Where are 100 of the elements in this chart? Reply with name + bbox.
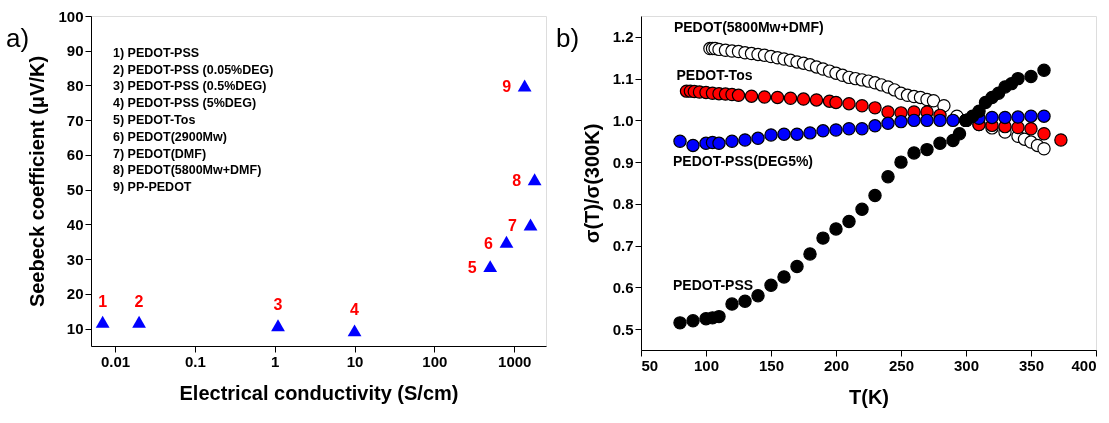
x-tick-label: 300 <box>953 356 980 374</box>
point <box>985 110 999 125</box>
point <box>926 94 941 108</box>
y-tick-label: 0.7 <box>612 237 634 255</box>
series-label: PEDOT-PSS(DEG5%) <box>673 153 814 170</box>
y-tick-label: 50 <box>66 181 84 199</box>
x-tick-label: 150 <box>758 356 785 374</box>
point <box>725 134 739 148</box>
point <box>829 123 843 137</box>
point <box>686 138 700 153</box>
point <box>881 116 895 131</box>
point <box>764 278 778 292</box>
x-tick-label: 250 <box>888 356 915 374</box>
point <box>881 105 895 119</box>
point <box>1011 110 1025 124</box>
point <box>1037 109 1051 123</box>
annotation: 8 <box>512 172 522 190</box>
annotation: 9 <box>502 78 512 96</box>
y-tick-label: 0.9 <box>612 153 634 171</box>
x-tick-label: 1000 <box>498 352 532 370</box>
point <box>855 122 869 136</box>
point <box>1024 109 1038 123</box>
point <box>751 131 765 146</box>
annotation: 9) PP-PEDOT <box>113 180 192 195</box>
annotation: 3 <box>273 296 283 314</box>
y-tick-label: 0.8 <box>612 195 634 213</box>
annotation: 7 <box>508 217 518 235</box>
point <box>1024 69 1038 84</box>
y-tick-label: 60 <box>66 146 84 164</box>
y-tick-label: 0.5 <box>612 320 634 338</box>
x-tick-label: 400 <box>1071 356 1097 374</box>
y-tick-label: 0.6 <box>612 278 634 296</box>
series-label: PEDOT(5800Mw+DMF) <box>673 18 824 35</box>
x-tick-label: 100 <box>693 356 720 374</box>
point <box>868 119 882 133</box>
point <box>933 113 947 128</box>
point <box>946 113 960 128</box>
point <box>777 127 791 141</box>
point <box>868 101 882 115</box>
point <box>855 99 869 113</box>
annotation: 2) PEDOT-PSS (0.05%DEG) <box>113 62 274 77</box>
point <box>712 136 726 151</box>
point <box>1024 122 1038 136</box>
point <box>790 259 804 274</box>
annotation: 1 <box>98 292 108 310</box>
annotation: 4) PEDOT-PSS (5%DEG) <box>113 96 257 111</box>
point <box>855 202 869 217</box>
point <box>816 231 830 245</box>
series-label: PEDOT-Tos <box>676 67 753 84</box>
annotation: 8) PEDOT(5800Mw+DMF) <box>113 163 262 178</box>
point <box>894 155 908 169</box>
point <box>712 309 726 324</box>
point <box>686 314 700 328</box>
y-tick-label: 20 <box>66 285 84 303</box>
annotation: 6 <box>484 234 494 252</box>
x-tick-label: 200 <box>823 356 850 374</box>
y-tick-label: 1.2 <box>612 28 634 46</box>
point <box>757 90 772 104</box>
annotation: 4 <box>350 301 360 319</box>
x-axis-title: T(K) <box>849 385 889 408</box>
x-tick-label: 0.1 <box>184 352 206 370</box>
point <box>796 92 811 106</box>
point <box>894 114 908 129</box>
point <box>972 104 986 118</box>
point <box>868 188 882 203</box>
y-tick-label: 30 <box>66 250 84 268</box>
point <box>751 289 765 303</box>
point <box>673 316 687 330</box>
y-tick-label: 1.1 <box>612 70 634 88</box>
point <box>907 146 921 160</box>
annotation: 7) PEDOT(DMF) <box>113 146 207 161</box>
annotation: 1) PEDOT-PSS <box>113 45 200 60</box>
y-axis-title: σ(T)/σ(300K) <box>580 123 603 244</box>
point <box>842 122 856 136</box>
point <box>1037 142 1051 156</box>
annotation: 6) PEDOT(2900Mw) <box>113 129 227 144</box>
point <box>803 247 817 261</box>
point <box>881 170 895 184</box>
point <box>809 93 824 107</box>
annotation: 3) PEDOT-PSS (0.5%DEG) <box>113 79 267 94</box>
x-axis-title: Electrical conductivity (S/cm) <box>179 381 459 404</box>
point <box>998 110 1012 125</box>
point <box>738 133 752 147</box>
point <box>673 134 687 148</box>
point <box>770 90 785 105</box>
point <box>803 126 817 140</box>
point <box>920 113 934 128</box>
point <box>731 88 746 103</box>
x-tick-label: 10 <box>346 352 364 370</box>
point <box>744 89 759 103</box>
text: b) <box>556 23 580 53</box>
point <box>783 91 798 105</box>
point <box>816 124 830 138</box>
point <box>920 142 934 157</box>
y-tick-label: 40 <box>66 215 84 233</box>
x-tick-label: 0.01 <box>100 352 131 370</box>
point <box>1054 133 1068 147</box>
y-tick-label: 10 <box>66 320 84 338</box>
x-tick-label: 100 <box>422 352 448 370</box>
point <box>1037 63 1051 77</box>
